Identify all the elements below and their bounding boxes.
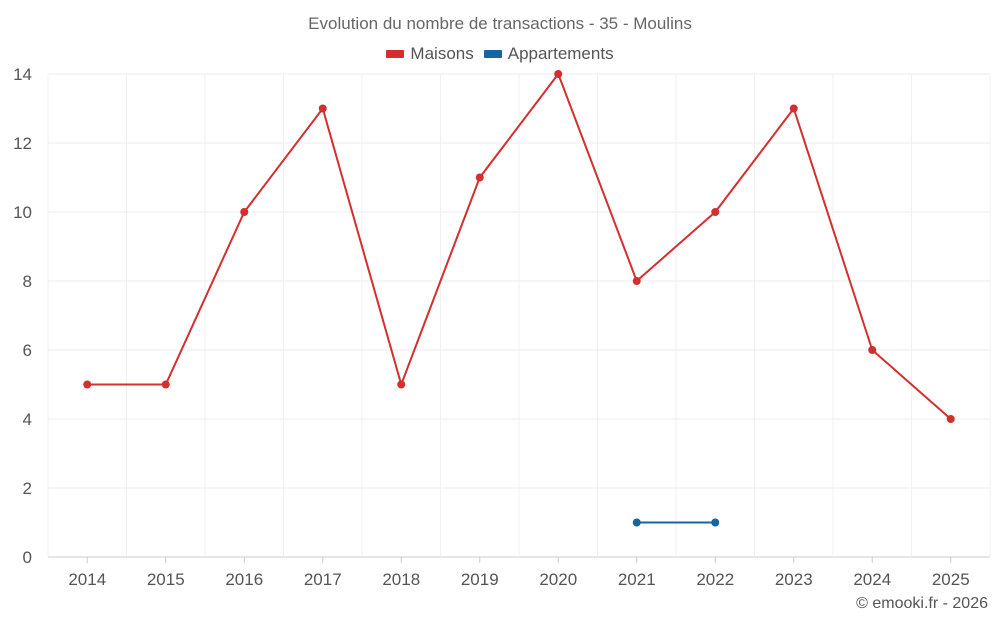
x-tick-label: 2015 [147,570,185,589]
y-tick-label: 2 [23,479,32,498]
legend-label-maisons: Maisons [410,44,474,63]
data-point-appartements[interactable] [632,518,641,527]
y-tick-label: 6 [23,341,32,360]
legend-swatch-appartements [483,50,502,58]
data-point-maisons[interactable] [554,70,563,78]
x-tick-label: 2022 [696,570,734,589]
data-point-maisons[interactable] [161,380,170,389]
y-tick-label: 12 [13,134,32,153]
data-point-maisons[interactable] [868,346,877,354]
x-tick-label: 2016 [225,570,263,589]
chart-title: Evolution du nombre de transactions - 35… [308,14,692,33]
x-tick-label: 2020 [539,570,577,589]
y-tick-label: 4 [23,410,32,429]
data-point-maisons[interactable] [946,415,955,423]
x-tick-label: 2023 [775,570,813,589]
data-point-maisons[interactable] [475,173,484,182]
data-point-maisons[interactable] [397,380,406,389]
legend-swatch-maisons [386,50,405,58]
credit-text: © emooki.fr - 2026 [856,595,988,612]
y-tick-label: 10 [13,203,32,222]
data-point-appartements[interactable] [711,518,720,527]
data-point-maisons[interactable] [240,208,249,216]
data-point-maisons[interactable] [632,277,641,285]
x-tick-label: 2021 [618,570,656,589]
x-tick-label: 2025 [932,570,970,589]
legend-label-appartements: Appartements [507,44,614,63]
data-point-maisons[interactable] [711,208,720,216]
x-tick-label: 2019 [461,570,499,589]
x-tick-label: 2018 [382,570,420,589]
legend-item-maisons[interactable]: Maisons [386,44,474,64]
x-tick-label: 2024 [853,570,891,589]
x-tick-label: 2014 [68,570,106,589]
y-tick-label: 0 [23,548,32,567]
data-point-maisons[interactable] [789,104,798,113]
y-tick-label: 14 [13,65,32,84]
legend-item-appartements[interactable]: Appartements [483,44,614,64]
data-point-maisons[interactable] [83,380,92,389]
series-line-maisons [87,73,952,420]
y-tick-label: 8 [23,272,32,291]
data-point-maisons[interactable] [318,104,327,113]
x-tick-label: 2017 [304,570,342,589]
legend: Maisons Appartements [0,44,1000,64]
